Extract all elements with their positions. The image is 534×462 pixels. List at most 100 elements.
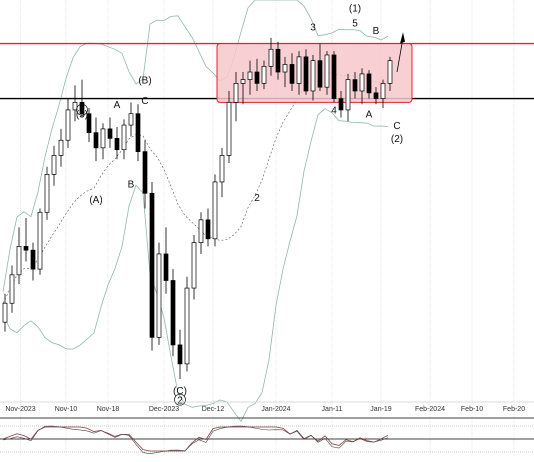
candle-body <box>345 79 351 111</box>
candle-body <box>156 253 162 338</box>
candle-body <box>30 249 36 270</box>
candle-body <box>128 113 134 126</box>
wave-label: 2 <box>177 396 183 407</box>
wave-labels: 1(5)A(B)C(A)B(C)223(1)5B4 AC(2) <box>76 3 403 406</box>
candle-body <box>142 151 148 194</box>
candle-body <box>296 56 302 84</box>
candle-body <box>86 113 92 134</box>
candle-body <box>121 124 127 151</box>
candle-body <box>219 155 225 183</box>
x-axis: Nov-2023 Nov-10 Nov-18 Dec-2023 Dec-12 Jan-20… <box>0 401 534 413</box>
wave-label: B <box>373 26 380 37</box>
candle-body <box>44 174 50 213</box>
candles <box>2 37 393 380</box>
x-tick-label: Feb-10 <box>461 406 483 413</box>
candle-body <box>303 56 309 92</box>
middle-band <box>2 71 389 304</box>
candle-body <box>51 155 57 175</box>
candle-body <box>359 73 365 92</box>
x-tick-label: Nov-10 <box>55 406 78 413</box>
oscillator-line <box>2 426 389 452</box>
candle-body <box>324 54 330 88</box>
lower-band <box>2 108 389 423</box>
x-tick-label: Nov-18 <box>97 406 120 413</box>
x-tick-label: Feb-20 <box>503 406 525 413</box>
candle-body <box>107 128 113 139</box>
candle-body <box>37 211 43 270</box>
candle-body <box>93 132 99 149</box>
oscillator-signal-line <box>2 425 389 454</box>
candle-body <box>100 128 106 149</box>
candle-body <box>275 48 281 73</box>
candle-body <box>72 101 78 111</box>
x-tick-label: Jan-11 <box>322 406 343 413</box>
candle-body <box>289 64 295 84</box>
wave-label: (1) <box>349 3 361 14</box>
candle-body <box>170 280 176 346</box>
upper-band <box>2 0 389 292</box>
candle-body <box>16 246 22 276</box>
candle-body <box>2 302 8 323</box>
candle-body <box>135 113 141 152</box>
wave-label: A <box>366 110 373 121</box>
candle-body <box>198 219 204 243</box>
candle-body <box>310 60 316 92</box>
wave-label: 5 <box>352 19 358 30</box>
wave-label-circle <box>76 103 88 116</box>
candle-body <box>184 287 190 365</box>
bollinger-bands <box>2 0 389 423</box>
x-tick-label: Feb-2024 <box>415 406 445 413</box>
candle-body <box>373 92 379 99</box>
candle-body <box>65 109 71 141</box>
candle-body <box>233 83 239 103</box>
candle-body <box>331 54 337 99</box>
x-tick-label: Dec-2023 <box>149 406 179 413</box>
candle-body <box>23 246 29 251</box>
candle-body <box>254 71 260 84</box>
candle-body <box>177 344 183 365</box>
wave-label: 4 <box>331 106 337 117</box>
wave-label: B <box>128 180 135 191</box>
candle-body <box>268 48 274 67</box>
wave-label: C <box>393 121 400 132</box>
candle-body <box>58 139 64 156</box>
candle-body <box>387 60 393 84</box>
candle-body <box>261 65 267 84</box>
candle-body <box>191 242 197 289</box>
candle-body <box>9 274 15 304</box>
wave-label: (A) <box>89 195 102 206</box>
wave-label: (C) <box>173 386 187 397</box>
x-tick-label: Jan-19 <box>370 406 392 413</box>
candle-body <box>114 138 120 151</box>
x-tick-label: Dec-12 <box>202 406 225 413</box>
candle-body <box>79 101 85 115</box>
wave-label: 2 <box>254 193 260 204</box>
candle-body <box>338 98 344 111</box>
wave-label: A <box>114 100 121 111</box>
wave-label-circle <box>174 393 186 406</box>
arrow-head <box>400 32 405 44</box>
wave-label: 1 <box>79 106 85 117</box>
candle-body <box>163 253 169 281</box>
wave-label: C <box>141 96 148 107</box>
oscillator-panel <box>0 417 534 454</box>
x-tick-label: Jan-2024 <box>261 406 290 413</box>
candle-body <box>240 79 246 84</box>
wave-label: (2) <box>391 134 403 145</box>
candle-body <box>317 60 323 88</box>
candle-body <box>380 83 386 99</box>
candle-body <box>149 192 155 338</box>
wave-label: 3 <box>310 22 316 33</box>
candle-body <box>205 219 211 240</box>
wave-label: (5) <box>76 110 88 121</box>
x-tick-label: Nov-2023 <box>5 406 35 413</box>
breakout-arrow <box>396 32 405 73</box>
candle-body <box>212 181 218 240</box>
wave-label: (B) <box>138 75 151 86</box>
arrow-shaft <box>396 37 404 73</box>
candle-body <box>226 101 232 156</box>
candle-body <box>366 73 372 94</box>
candle-body <box>282 64 288 73</box>
candle-body <box>247 71 253 80</box>
